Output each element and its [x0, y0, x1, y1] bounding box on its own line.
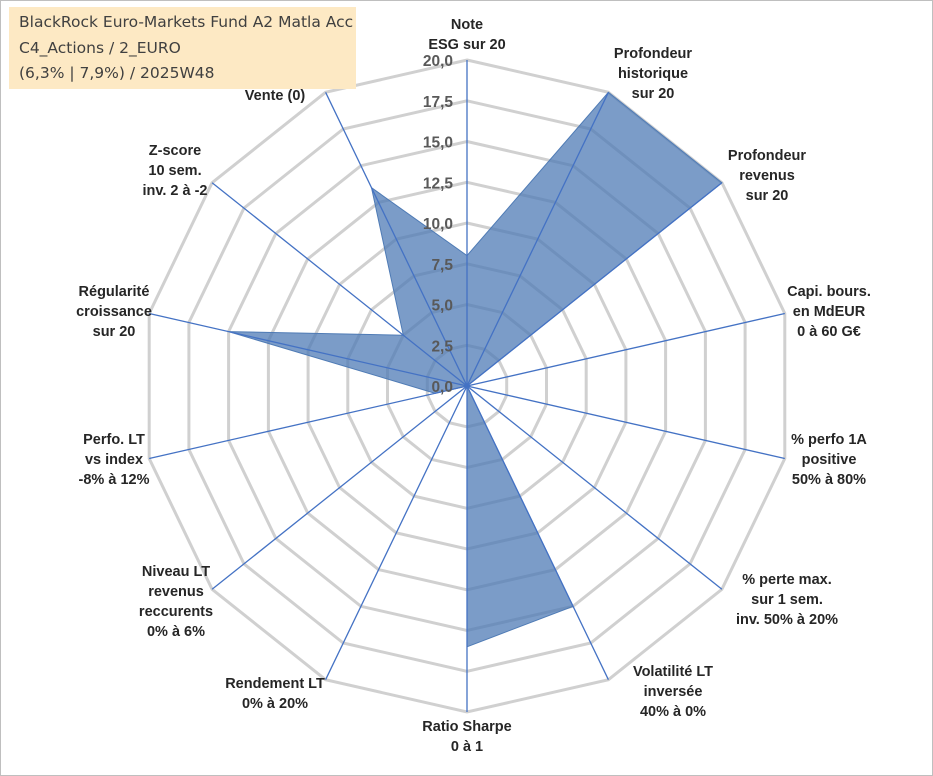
- chart-title-box: BlackRock Euro-Markets Fund A2 Matla Acc…: [9, 7, 356, 89]
- axis-spoke: [325, 92, 468, 387]
- axis-spoke: [466, 312, 785, 387]
- tick-label: 0,0: [431, 379, 453, 396]
- axis-spoke: [211, 385, 468, 590]
- axis-label: Capi. bours. en MdEUR 0 à 60 G€: [787, 284, 871, 340]
- tick-label: 12,5: [423, 175, 454, 192]
- axis-spoke: [211, 182, 468, 387]
- axis-label: Profondeur revenus sur 20: [728, 148, 806, 204]
- axis-spoke: [466, 182, 723, 387]
- axis-label: Profondeur historique sur 20: [614, 46, 692, 102]
- axis-label: Ratio Sharpe 0 à 1: [422, 719, 511, 755]
- radar-axis-labels: Note ESG sur 20 Profondeur historique sur 20…: [76, 17, 871, 755]
- axis-label: Rendement LT 0% à 20%: [225, 676, 325, 712]
- tick-label: 15,0: [423, 135, 453, 152]
- tick-label: 17,5: [423, 94, 454, 111]
- axis-spoke: [149, 385, 468, 460]
- axis-label: Volatilité LT inversée 40% à 0%: [633, 664, 713, 720]
- axis-label: Z-score 10 sem. inv. 2 à -2: [142, 143, 207, 199]
- tick-label: 20,0: [423, 53, 453, 70]
- radar-tick-labels: 0,0 2,5 5,0 7,5 10,0 12,5 15,0 17,5 20,0: [423, 53, 454, 396]
- axis-spoke: [149, 312, 468, 387]
- axis-label: % perfo 1A positive 50% à 80%: [791, 432, 867, 488]
- axis-label: Perfo. LT vs index -8% à 12%: [79, 432, 150, 488]
- axis-label: Note ESG sur 20: [428, 17, 505, 53]
- tick-label: 10,0: [423, 216, 453, 233]
- axis-spoke: [466, 385, 785, 460]
- chart-title-period: (6,3% | 7,9%) / 2025W48: [19, 64, 215, 82]
- axis-spoke: [466, 92, 609, 387]
- axis-spoke: [325, 385, 468, 680]
- chart-title-category: C4_Actions / 2_EURO: [19, 39, 181, 57]
- axis-spoke: [466, 385, 723, 590]
- tick-label: 7,5: [431, 257, 453, 274]
- chart-title-fund-name: BlackRock Euro-Markets Fund A2 Matla Acc: [19, 13, 354, 31]
- tick-label: 2,5: [431, 338, 453, 355]
- tick-label: 5,0: [431, 298, 453, 315]
- axis-label: % perte max. sur 1 sem. inv. 50% à 20%: [736, 572, 838, 628]
- axis-label: Régularité croissance sur 20: [76, 284, 152, 340]
- axis-label: Niveau LT revenus reccurents 0% à 6%: [139, 564, 213, 640]
- radar-spokes: [149, 60, 785, 712]
- axis-spoke: [466, 385, 609, 680]
